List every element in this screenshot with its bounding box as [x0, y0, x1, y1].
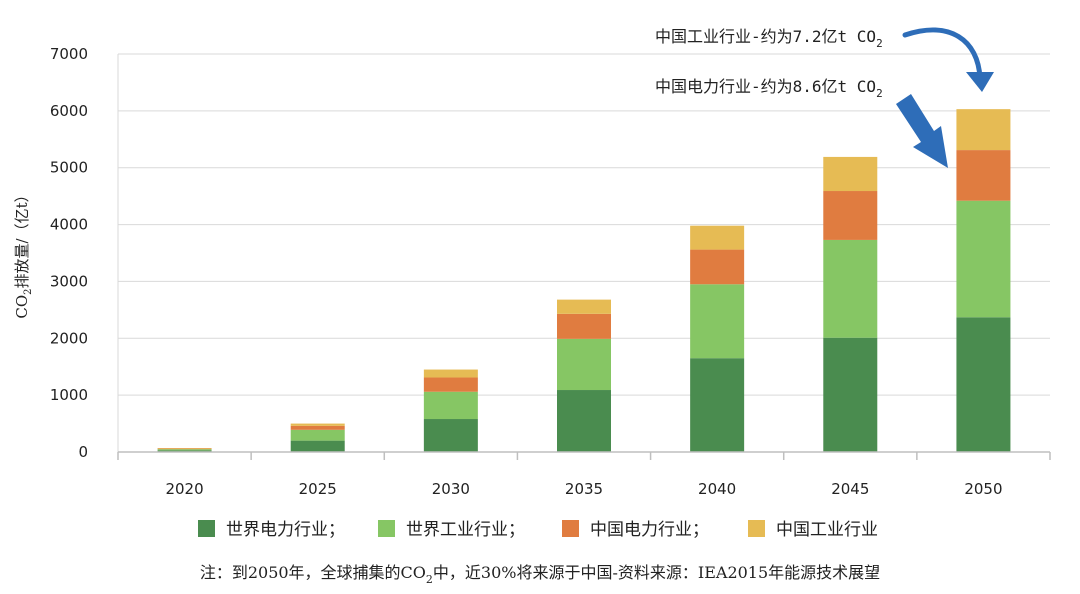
annotation-industry-text: 中国工业行业-约为7.2亿t CO	[655, 27, 876, 46]
bar-segment-series-1	[157, 450, 212, 452]
bar-segment-series-1	[956, 317, 1011, 452]
svg-text:中国工业行业-约为7.2亿t CO2: 中国工业行业-约为7.2亿t CO2	[655, 27, 883, 50]
bar-segment-series-3	[423, 377, 478, 392]
bar-stack-2035	[557, 299, 611, 452]
bar-stack-2050	[956, 109, 1011, 452]
bar-segment-series-2	[423, 391, 478, 420]
bar-segment-series-4	[157, 448, 212, 449]
bar-segment-series-4	[690, 225, 745, 250]
annotation-industry-subscript: 2	[876, 37, 883, 50]
bar-segment-series-2	[157, 449, 212, 451]
bar-stack-2045	[823, 156, 878, 452]
bar-segment-series-2	[557, 338, 611, 391]
svg-text:中国电力行业-约为8.6亿t CO2: 中国电力行业-约为8.6亿t CO2	[655, 77, 883, 100]
bar-segment-series-3	[557, 313, 611, 339]
bar-stack-2025	[290, 423, 345, 452]
legend-swatch	[198, 520, 215, 537]
legend-item-3: 中国电力行业；	[562, 520, 709, 540]
bar-segment-series-1	[823, 337, 878, 452]
bar-segment-series-2	[690, 284, 745, 359]
bar-segment-series-4	[823, 156, 878, 192]
annotation-power-text: 中国电力行业-约为8.6亿t CO	[655, 77, 876, 96]
footnote: 注：到2050年，全球捕集的CO2中，近30%将来源于中国-资料来源：IEA20…	[200, 563, 880, 586]
bar-segment-series-4	[423, 369, 478, 378]
grid-lines	[117, 53, 1050, 452]
y-axis-label-prefix: CO	[13, 295, 31, 319]
x-tick-label: 2020	[165, 480, 203, 498]
annotation-industry: 中国工业行业-约为7.2亿t CO2	[655, 27, 883, 50]
x-axis: 2020 2025 2030 2035 2040 2045 2050	[117, 451, 1051, 498]
legend-item-2: 世界工业行业；	[378, 520, 525, 540]
x-tick-label: 2045	[831, 480, 869, 498]
y-tick-label: 0	[78, 443, 88, 461]
bar-segment-series-1	[690, 358, 745, 452]
footnote-subscript: 2	[426, 573, 433, 586]
bar-segment-series-1	[290, 440, 345, 452]
legend-label: 世界电力行业；	[226, 520, 345, 540]
bar-stack-2020	[157, 448, 212, 452]
y-tick-label: 6000	[50, 102, 88, 120]
legend-swatch	[378, 520, 395, 537]
y-tick-label: 1000	[50, 386, 88, 404]
y-tick-label: 5000	[50, 159, 88, 177]
x-tick-label: 2050	[964, 480, 1002, 498]
bar-segment-series-4	[557, 299, 611, 314]
legend: 世界电力行业； 世界工业行业； 中国电力行业； 中国工业行业	[198, 520, 878, 540]
bar-segment-series-2	[290, 429, 345, 441]
bar-stack-2040	[690, 225, 745, 452]
bar-segment-series-1	[557, 390, 611, 452]
y-axis-label-suffix: 排放量/（亿t）	[13, 187, 31, 288]
curved-arrow-icon	[902, 27, 983, 81]
x-tick-label: 2030	[432, 480, 470, 498]
bar-segment-series-3	[690, 249, 745, 285]
y-tick-label: 3000	[50, 272, 88, 290]
bar-segment-series-4	[290, 423, 345, 426]
legend-label: 中国工业行业	[776, 520, 878, 540]
x-tick-label: 2035	[565, 480, 603, 498]
legend-label: 中国电力行业；	[590, 520, 709, 540]
y-tick-label: 7000	[50, 45, 88, 63]
footnote-suffix: 中，近30%将来源于中国-资料来源：IEA2015年能源技术展望	[433, 563, 880, 582]
legend-swatch	[562, 520, 579, 537]
legend-label: 世界工业行业；	[406, 520, 525, 540]
x-tick-label: 2025	[299, 480, 337, 498]
bar-segment-series-2	[823, 239, 878, 338]
legend-item-4: 中国工业行业	[748, 520, 878, 540]
legend-swatch	[748, 520, 765, 537]
footnote-text: 注：到2050年，全球捕集的CO	[200, 563, 426, 582]
bar-segment-series-4	[956, 109, 1011, 151]
annotation-power: 中国电力行业-约为8.6亿t CO2	[655, 77, 883, 100]
y-tick-labels: 0 1000 2000 3000 4000 5000 6000 7000	[50, 45, 88, 461]
y-axis-label-subscript: 2	[23, 288, 34, 294]
bar-segment-series-3	[956, 150, 1011, 201]
bar-segment-series-3	[157, 448, 212, 450]
bar-segment-series-3	[290, 425, 345, 430]
bar-segment-series-3	[823, 191, 878, 240]
x-tick-label: 2040	[698, 480, 736, 498]
y-tick-label: 4000	[50, 216, 88, 234]
legend-item-1: 世界电力行业；	[198, 520, 345, 540]
bar-segment-series-1	[423, 419, 478, 452]
bar-segment-series-2	[956, 200, 1011, 318]
straight-arrow-icon	[896, 94, 948, 168]
annotation-power-subscript: 2	[876, 87, 883, 100]
bar-stacks	[157, 109, 1011, 452]
curved-arrow-head-icon	[966, 72, 994, 92]
y-tick-label: 2000	[50, 329, 88, 347]
bar-stack-2030	[423, 369, 478, 452]
y-axis-label: CO2排放量/（亿t）	[13, 187, 34, 318]
